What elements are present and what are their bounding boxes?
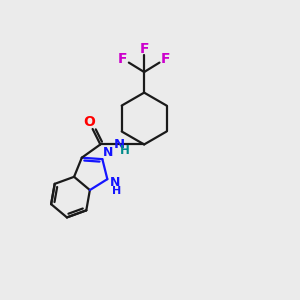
- Text: O: O: [83, 115, 95, 129]
- Text: H: H: [120, 144, 130, 158]
- Text: F: F: [140, 42, 149, 56]
- Text: N: N: [114, 138, 125, 151]
- Text: F: F: [161, 52, 171, 66]
- Text: F: F: [118, 52, 127, 66]
- Text: N: N: [110, 176, 121, 189]
- Text: N: N: [103, 146, 113, 159]
- Text: H: H: [112, 186, 122, 196]
